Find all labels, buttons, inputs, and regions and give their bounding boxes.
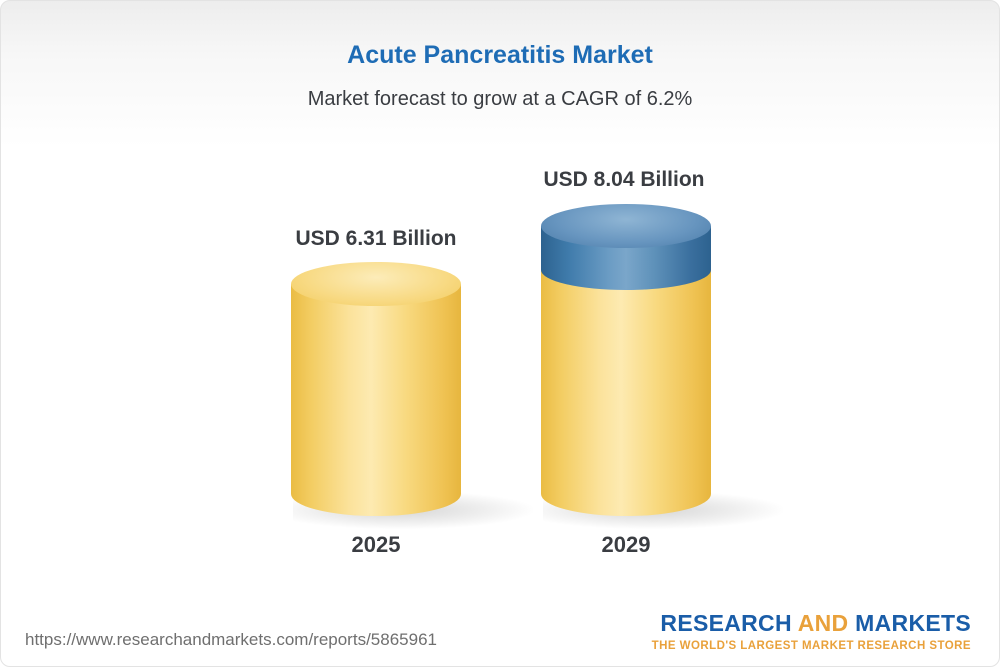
logo-wordmark: RESEARCH AND MARKETS — [652, 610, 971, 637]
report-url[interactable]: https://www.researchandmarkets.com/repor… — [25, 630, 437, 649]
logo-tagline: THE WORLD'S LARGEST MARKET RESEARCH STOR… — [651, 640, 971, 652]
logo-word-and: AND — [797, 610, 849, 636]
research-and-markets-logo: RESEARCH AND MARKETS THE WORLD'S LARGEST… — [652, 610, 971, 652]
bar-cylinder-2025 — [291, 262, 461, 516]
bar-2029-base-segment — [541, 266, 711, 516]
bar-2025-top-face — [291, 262, 461, 306]
logo-word-markets: MARKETS — [855, 610, 971, 636]
bar-value-label-2025: USD 6.31 Billion — [295, 227, 457, 250]
bar-2029-top-face — [541, 204, 711, 248]
chart-title: Acute Pancreatitis Market — [347, 41, 653, 69]
bar-2025-body — [291, 284, 461, 516]
bar-value-label-2029: USD 8.04 Billion — [543, 168, 705, 191]
logo-word-research: RESEARCH — [660, 610, 792, 636]
bar-cylinder-2029 — [541, 204, 711, 516]
x-axis-label-2025: 2025 — [351, 532, 401, 557]
chart-subtitle: Market forecast to grow at a CAGR of 6.2… — [307, 88, 693, 110]
x-axis-label-2029: 2029 — [601, 532, 651, 557]
